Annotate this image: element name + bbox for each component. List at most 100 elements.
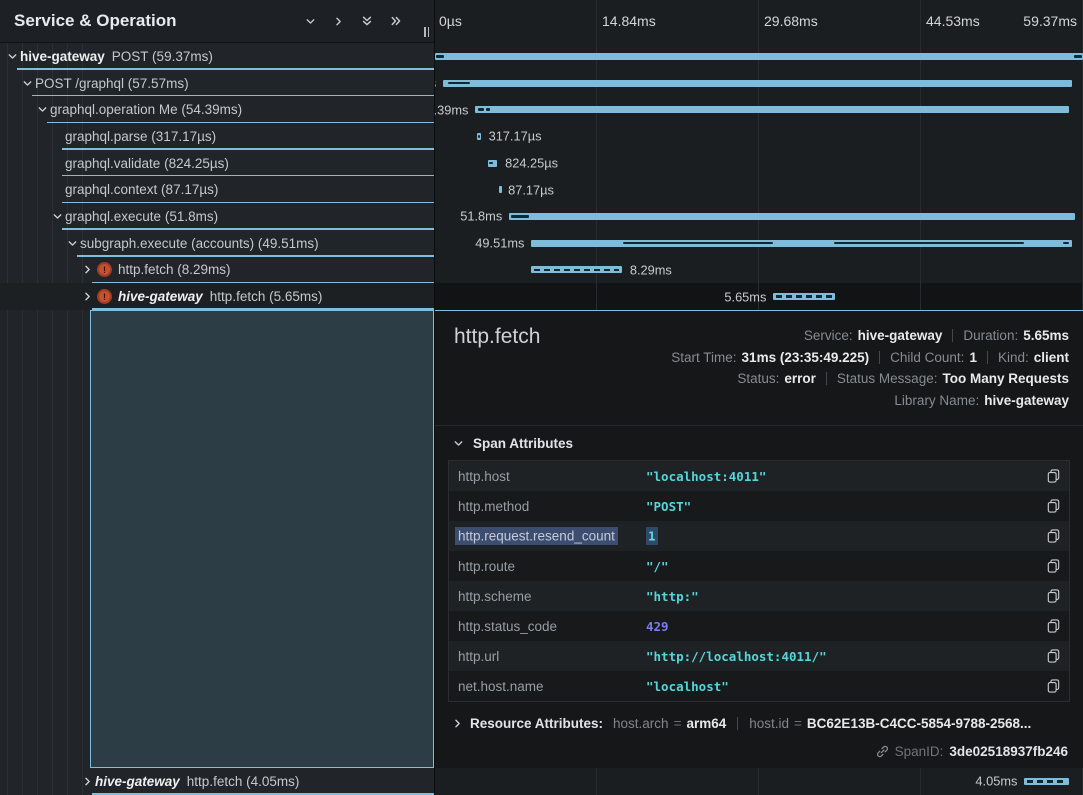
span-tree-row[interactable]: graphql.context (87.17µs) (0, 176, 434, 203)
timeline-row[interactable]: 4.05ms (435, 768, 1083, 795)
trace-viewer: Service & Operation hive-gatewayPOST (59… (0, 0, 1083, 795)
meta-line: Library Name:hive-gateway (894, 390, 1069, 412)
span-bar[interactable] (443, 80, 1071, 87)
span-bar[interactable] (499, 186, 502, 193)
span-tree-row[interactable]: hive-gatewayhttp.fetch (4.05ms) (0, 768, 434, 795)
chevron-down-icon[interactable] (65, 238, 80, 249)
attr-key-selection: http.request.resend_count (455, 527, 618, 545)
chevron-right-icon[interactable] (80, 776, 95, 787)
expand-all-icon[interactable] (390, 15, 402, 27)
span-tree-row[interactable]: graphql.validate (824.25µs) (0, 150, 434, 177)
copy-icon[interactable] (1047, 589, 1060, 603)
attr-key: net.host.name (458, 679, 646, 694)
span-detail-title: http.fetch (454, 325, 540, 411)
selected-span-expansion (90, 310, 434, 768)
service-name: hive-gateway (95, 774, 180, 789)
timeline-bottom-row: 4.05ms (435, 768, 1083, 795)
resource-attributes-toggle[interactable]: Resource Attributes: host.arch=arm64host… (435, 702, 1083, 731)
expand-one-icon[interactable] (333, 16, 344, 27)
collapse-one-icon[interactable] (305, 16, 316, 27)
bar-dash-marks (1027, 780, 1065, 783)
service-name: hive-gateway (118, 289, 203, 304)
tree-header: Service & Operation (0, 0, 434, 43)
span-bar[interactable] (509, 213, 1074, 220)
meta-value: client (1034, 350, 1069, 365)
timeline-panel: 0µs14.84ms29.68ms44.53ms59.37ms 57.57ms5… (434, 0, 1083, 795)
equals-sign: = (794, 716, 802, 731)
span-id-label: SpanID: (895, 744, 944, 759)
duration-label: 824.25µs (505, 156, 558, 171)
chevron-down-icon[interactable] (50, 211, 65, 222)
span-tree-row[interactable]: hive-gatewayPOST (59.37ms) (0, 43, 434, 70)
timeline-row[interactable]: 51.8ms (435, 203, 1083, 230)
attr-row: http.status_code429 (449, 611, 1069, 641)
span-tree-row[interactable]: subgraph.execute (accounts) (49.51ms) (0, 230, 434, 257)
timeline-row[interactable]: 87.17µs (435, 176, 1083, 203)
bar-dash-marks (776, 295, 832, 298)
meta-value: 5.65ms (1023, 328, 1069, 343)
timeline-row[interactable]: 54.39ms (435, 96, 1083, 123)
chevron-right-icon[interactable] (80, 264, 95, 275)
link-icon[interactable] (876, 745, 889, 758)
span-bar[interactable] (1024, 778, 1068, 785)
timeline-row[interactable]: 5.65ms (435, 283, 1083, 310)
service-name: hive-gateway (20, 49, 105, 64)
tick-label: 0µs (439, 13, 462, 29)
timeline-row[interactable]: 317.17µs (435, 123, 1083, 150)
timeline-row[interactable]: 8.29ms (435, 257, 1083, 284)
panel-resize-handle[interactable] (422, 25, 431, 39)
chevron-right-icon[interactable] (80, 291, 95, 302)
span-tree-row[interactable]: graphql.parse (317.17µs) (0, 123, 434, 150)
span-tree-row[interactable]: !http.fetch (8.29ms) (0, 257, 434, 284)
span-attributes-toggle[interactable]: Span Attributes (435, 426, 1083, 460)
span-tree-row[interactable]: POST /graphql (57.57ms) (0, 70, 434, 97)
meta-value: Too Many Requests (942, 371, 1069, 386)
span-label: POST /graphql (57.57ms) (35, 76, 189, 91)
chevron-down-icon[interactable] (5, 51, 20, 62)
chevron-down-icon (451, 438, 466, 449)
timeline-row[interactable]: 57.57ms (435, 70, 1083, 97)
span-bar[interactable] (435, 53, 1083, 60)
resource-key: host.arch (613, 716, 669, 731)
chevron-down-icon[interactable] (35, 104, 50, 115)
attr-key: http.method (458, 499, 646, 514)
row-underline (92, 793, 434, 795)
bar-child-mark (486, 108, 490, 111)
meta-label: Duration: (963, 328, 1018, 343)
copy-icon[interactable] (1047, 469, 1060, 483)
chevron-down-icon[interactable] (20, 78, 35, 89)
span-bar[interactable] (531, 266, 621, 273)
collapse-all-icon[interactable] (361, 15, 373, 27)
panel-title: Service & Operation (14, 11, 177, 31)
copy-icon[interactable] (1047, 649, 1060, 663)
copy-icon[interactable] (1047, 619, 1060, 633)
span-bar[interactable] (773, 293, 835, 300)
copy-icon[interactable] (1047, 559, 1060, 573)
meta-label: Library Name: (894, 393, 979, 408)
span-bar[interactable] (475, 106, 1069, 113)
resource-value: BC62E13B-C4CC-5854-9788-2568... (807, 716, 1031, 731)
meta-label: Service: (804, 328, 853, 343)
attr-key: http.request.resend_count (458, 529, 646, 544)
attr-value: "http://localhost:4011/" (646, 649, 827, 664)
attr-value: 1 (646, 529, 658, 544)
timeline-row[interactable]: 49.51ms (435, 230, 1083, 257)
timeline-row[interactable]: 824.25µs (435, 150, 1083, 177)
bar-dash-marks (534, 269, 618, 272)
meta-line: Service: hive-gateway Duration: 5.65ms (804, 325, 1069, 347)
attr-value-selection: 1 (646, 527, 658, 545)
span-tree-row[interactable]: graphql.operation Me (54.39ms) (0, 96, 434, 123)
meta-line: Start Time:31ms (23:35:49.225)Child Coun… (671, 347, 1069, 369)
copy-icon[interactable] (1047, 529, 1060, 543)
span-meta: Service: hive-gateway Duration: 5.65ms Start… (671, 325, 1069, 411)
span-tree-row[interactable]: !hive-gatewayhttp.fetch (5.65ms) (0, 283, 434, 310)
meta-value: hive-gateway (858, 328, 943, 343)
span-label: graphql.validate (824.25µs) (65, 156, 229, 171)
duration-label: 51.8ms (460, 209, 502, 224)
span-tree-row[interactable]: graphql.execute (51.8ms) (0, 203, 434, 230)
copy-icon[interactable] (1047, 679, 1060, 693)
copy-icon[interactable] (1047, 499, 1060, 513)
attr-row: http.route"/" (449, 551, 1069, 581)
timeline-row[interactable] (435, 43, 1083, 70)
span-label: subgraph.execute (accounts) (49.51ms) (80, 236, 319, 251)
